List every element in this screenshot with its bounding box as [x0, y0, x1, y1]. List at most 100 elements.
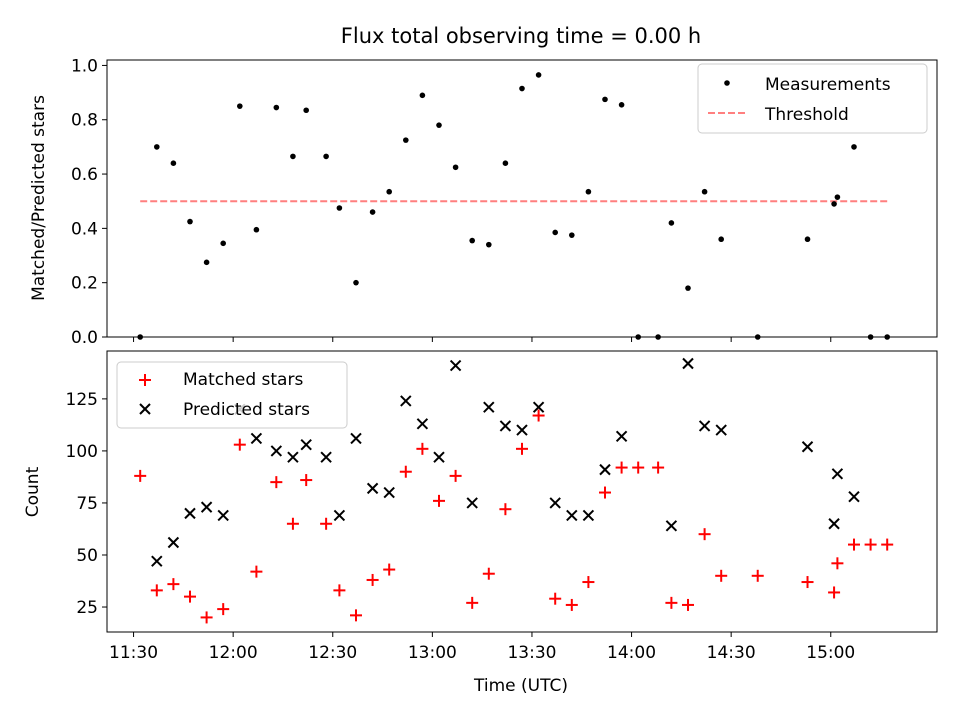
predicted-star-point [466, 497, 478, 509]
matched-star-point [167, 578, 180, 591]
measurement-point [290, 153, 296, 160]
measurement-point [336, 205, 343, 211]
predicted-star-point [828, 518, 840, 530]
bottom-ytick-label: 75 [76, 494, 98, 514]
matched-star-point [801, 576, 814, 589]
bottom-xtick-label: 12:30 [308, 643, 357, 663]
predicted-star-point [499, 420, 512, 432]
predicted-star-point [582, 509, 595, 522]
measurement-point [519, 85, 525, 92]
matched-star-point [652, 461, 665, 474]
matched-star-point [549, 592, 562, 605]
predicted-star-point [184, 507, 196, 520]
top-plot-area: 0.0 0.2 0.4 0.6 0.8 1.0 [71, 56, 938, 348]
measurement-point [701, 188, 708, 195]
bottom-xlabel: Time (UTC) [473, 676, 568, 696]
top-ytick-label: 1.0 [71, 56, 98, 76]
predicted-star-point [217, 509, 229, 522]
bottom-xtick-label: 14:00 [607, 643, 656, 663]
matched-star-point [350, 609, 362, 622]
matched-star-point [150, 584, 163, 597]
measurement-point [502, 160, 509, 166]
predicted-star-point [549, 497, 561, 509]
measurement-point [220, 240, 226, 247]
predicted-star-point [682, 357, 694, 370]
matched-star-point [233, 438, 246, 451]
bottom-legend-frame [116, 361, 348, 429]
measurement-point [602, 96, 608, 103]
predicted-star-point [599, 463, 611, 476]
predicted-star-point [300, 438, 312, 451]
top-ylabel: Matched/Predicted stars [29, 95, 49, 301]
predicted-star-point [400, 395, 412, 407]
top-ytick-label: 0.6 [71, 165, 98, 185]
matched-star-point [751, 569, 764, 582]
predicted-star-point [449, 359, 462, 372]
matched-star-point [499, 503, 512, 516]
legend-threshold-label: Threshold [764, 105, 849, 125]
measurement-point [203, 259, 210, 266]
measurement-point [403, 137, 409, 143]
matched-star-point [848, 538, 860, 551]
matched-star-point [320, 517, 333, 530]
matched-star-point [632, 461, 645, 474]
matched-star-point [466, 596, 479, 609]
bottom-xtick-label: 11:30 [109, 643, 158, 663]
bottom-ylabel: Count [23, 466, 43, 517]
matched-star-point [300, 474, 313, 487]
matched-star-point [184, 590, 196, 603]
measurement-point [569, 232, 575, 238]
measurement-point [685, 285, 691, 291]
predicted-star-point [416, 418, 429, 430]
bottom-ytick-label: 100 [66, 442, 98, 462]
matched-star-point [532, 409, 545, 422]
measurement-point [154, 144, 160, 150]
predicted-star-point [801, 441, 814, 453]
measurement-point [535, 72, 542, 78]
matched-star-point [416, 442, 429, 455]
bottom-xtick-label: 15:00 [806, 643, 855, 663]
measurement-point [303, 107, 310, 114]
predicted-star-point [383, 486, 395, 499]
matched-star-point [449, 469, 462, 482]
matched-star-point [286, 517, 299, 530]
bottom-ytick-label: 125 [66, 390, 98, 410]
measurement-point [585, 188, 592, 195]
measurement-point [353, 279, 359, 286]
predicted-star-point [350, 432, 362, 445]
matched-star-point [217, 603, 230, 616]
top-title: Flux total observing time = 0.00 h [341, 24, 701, 48]
predicted-star-point [287, 451, 299, 463]
matched-star-point [399, 465, 412, 478]
measurement-point [834, 194, 841, 200]
matched-star-point [831, 557, 844, 570]
measurement-point [804, 236, 811, 243]
bottom-xtick-label: 12:00 [209, 643, 258, 663]
matched-star-point [383, 563, 396, 576]
predicted-star-point [698, 420, 711, 432]
matched-star-point [333, 584, 346, 597]
legend-measurements-marker [724, 80, 730, 86]
predicted-star-point [532, 401, 545, 413]
legend-predicted-marker [139, 403, 151, 415]
matched-star-point [881, 538, 894, 551]
predicted-star-point [250, 432, 263, 445]
matched-star-point [366, 573, 379, 586]
matched-star-point [433, 494, 445, 507]
matched-star-point [715, 569, 728, 582]
matched-star-point [665, 596, 678, 609]
predicted-star-point [333, 509, 346, 522]
bottom-legend: Matched stars Predicted stars [116, 361, 348, 429]
predicted-star-point [483, 401, 495, 413]
matched-star-point [682, 598, 694, 611]
legend-matched-label: Matched stars [183, 370, 303, 390]
predicted-star-point [366, 482, 379, 495]
legend-matched-marker [139, 374, 151, 386]
top-ytick-label: 0.8 [71, 111, 98, 131]
measurement-point [187, 218, 193, 225]
predicted-star-point [615, 430, 628, 443]
measurement-point [369, 209, 376, 215]
bottom-axes-frame [106, 350, 938, 633]
predicted-star-point [848, 490, 860, 503]
